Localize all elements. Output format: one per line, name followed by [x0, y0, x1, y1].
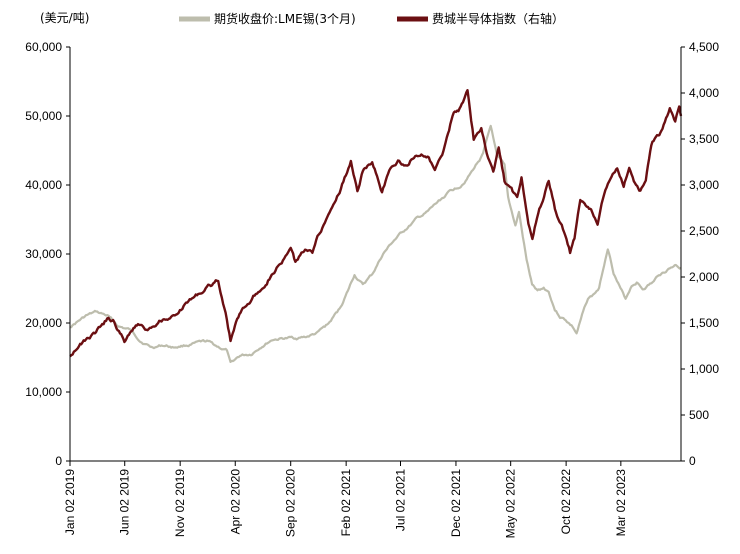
right-tick-label: 3,500 — [689, 132, 719, 146]
x-tick-label: Mar 02 2023 — [614, 469, 628, 537]
x-tick-label: Jun 02 2019 — [118, 469, 132, 535]
x-axis-ticks: Jan 02 2019 Jun 02 2019 Nov 02 2019 Apr 02 … — [63, 461, 628, 538]
right-axis-ticks: 0 500 1,000 1,500 2,000 2,500 3,000 3,500 4,000 4… — [681, 40, 719, 468]
x-tick-label: Jul 02 2021 — [394, 469, 408, 531]
right-tick-label: 2,500 — [689, 224, 719, 238]
right-tick-label: 3,000 — [689, 178, 719, 192]
plot-area: 0 10,000 20,000 30,000 40,000 50,000 60,000 0 5… — [25, 40, 719, 538]
right-tick-label: 1,500 — [689, 316, 719, 330]
x-tick-label: Nov 02 2019 — [173, 469, 187, 537]
right-tick-label: 0 — [689, 454, 696, 468]
x-tick-label: Sep 02 2020 — [284, 469, 298, 537]
left-tick-label: 20,000 — [25, 316, 62, 330]
x-tick-label: Apr 02 2020 — [228, 469, 242, 535]
x-tick-label: Oct 02 2022 — [559, 469, 573, 535]
series-line-tin — [70, 124, 682, 363]
x-tick-label: Dec 02 2021 — [449, 469, 463, 537]
right-tick-label: 500 — [689, 408, 709, 422]
x-tick-label: Feb 02 2021 — [339, 469, 353, 537]
legend-label-sox: 费城半导体指数（右轴） — [432, 11, 564, 26]
left-tick-label: 0 — [55, 454, 62, 468]
left-tick-label: 50,000 — [25, 109, 62, 123]
x-tick-label: Jan 02 2019 — [63, 469, 77, 535]
right-tick-label: 4,500 — [689, 40, 719, 54]
left-tick-label: 40,000 — [25, 178, 62, 192]
legend-label-tin: 期货收盘价:LME锡(3个月) — [214, 11, 356, 26]
right-tick-label: 1,000 — [689, 362, 719, 376]
legend: 期货收盘价:LME锡(3个月) 费城半导体指数（右轴） — [179, 11, 564, 26]
right-tick-label: 4,000 — [689, 86, 719, 100]
series-line-sox — [69, 89, 683, 358]
x-tick-label: May 02 2022 — [504, 469, 518, 539]
left-tick-label: 10,000 — [25, 385, 62, 399]
series-layer — [69, 89, 683, 363]
right-tick-label: 2,000 — [689, 270, 719, 284]
left-tick-label: 30,000 — [25, 247, 62, 261]
left-axis-unit-label: (美元/吨) — [40, 11, 89, 25]
left-tick-label: 60,000 — [25, 40, 62, 54]
left-axis-ticks: 0 10,000 20,000 30,000 40,000 50,000 60,000 — [25, 40, 70, 468]
